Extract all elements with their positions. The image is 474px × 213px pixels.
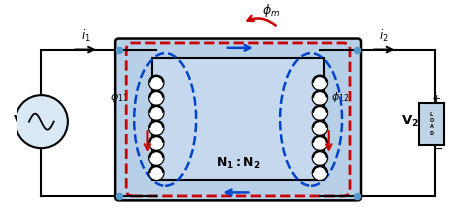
Text: $i_1$: $i_1$ — [81, 28, 91, 44]
Ellipse shape — [149, 121, 164, 135]
Text: +: + — [432, 94, 441, 104]
Ellipse shape — [313, 136, 327, 150]
Text: $-$: $-$ — [18, 127, 29, 140]
Ellipse shape — [313, 121, 327, 135]
Ellipse shape — [313, 76, 327, 90]
Ellipse shape — [149, 151, 164, 165]
Text: $\phi_{12}$: $\phi_{12}$ — [331, 90, 349, 104]
Text: $\mathbf{V_2}$: $\mathbf{V_2}$ — [401, 114, 419, 129]
Text: $\phi_{11}$: $\phi_{11}$ — [110, 90, 128, 104]
Text: +: + — [18, 105, 27, 115]
Ellipse shape — [149, 91, 164, 105]
Ellipse shape — [149, 136, 164, 150]
FancyBboxPatch shape — [115, 39, 361, 200]
Text: $\phi_m$: $\phi_m$ — [263, 2, 281, 19]
FancyBboxPatch shape — [152, 58, 324, 180]
Ellipse shape — [313, 166, 327, 180]
Ellipse shape — [149, 166, 164, 180]
Text: $i_2$: $i_2$ — [379, 28, 389, 44]
Ellipse shape — [149, 76, 164, 90]
Ellipse shape — [149, 106, 164, 120]
Circle shape — [15, 95, 68, 148]
Text: $\mathbf{V_1}$: $\mathbf{V_1}$ — [13, 114, 31, 129]
Ellipse shape — [313, 106, 327, 120]
Ellipse shape — [313, 151, 327, 165]
Ellipse shape — [313, 91, 327, 105]
Text: $\mathbf{N_1:N_2}$: $\mathbf{N_1:N_2}$ — [216, 156, 261, 171]
Text: L
O
A
D: L O A D — [429, 112, 434, 136]
FancyBboxPatch shape — [419, 103, 444, 145]
Text: $-$: $-$ — [432, 142, 443, 155]
